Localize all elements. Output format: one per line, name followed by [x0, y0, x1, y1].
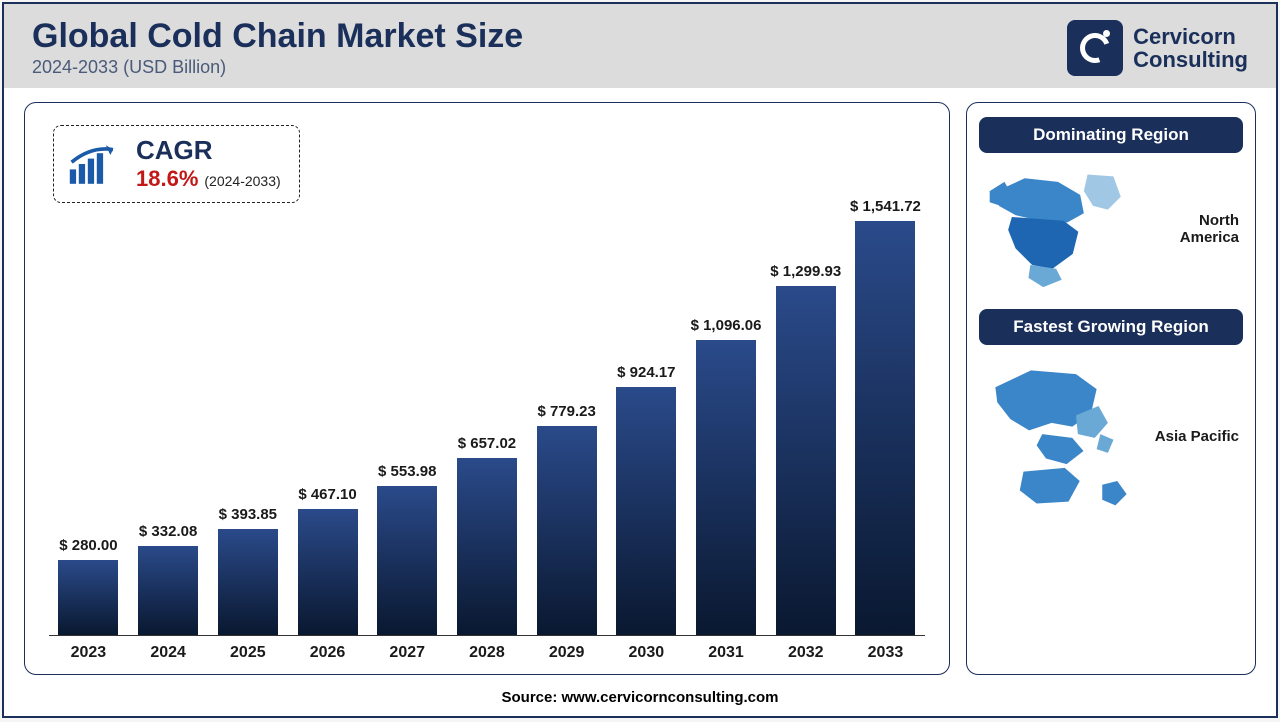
bar-value-label: $ 332.08 [139, 523, 197, 540]
bar [776, 286, 836, 635]
dominating-region-block: North America [979, 165, 1243, 297]
bar-value-label: $ 1,096.06 [691, 317, 762, 334]
source-label: Source: [501, 689, 557, 706]
bar-value-label: $ 1,299.93 [770, 263, 841, 280]
page-subtitle: 2024-2033 (USD Billion) [32, 57, 523, 78]
asia-pacific-map-icon [983, 361, 1138, 511]
title-block: Global Cold Chain Market Size 2024-2033 … [32, 18, 523, 78]
x-axis-label: 2027 [368, 644, 447, 662]
bar-col: $ 467.10 [288, 486, 367, 635]
bar-col: $ 332.08 [129, 523, 208, 635]
bar-value-label: $ 779.23 [537, 403, 595, 420]
bar [457, 458, 517, 635]
north-america-map-icon [983, 169, 1133, 289]
bar [298, 509, 358, 635]
fastest-region-block: Asia Pacific [979, 357, 1243, 519]
bar-col: $ 280.00 [49, 537, 128, 635]
brand-line-2: Consulting [1133, 48, 1248, 71]
source-text: www.cervicornconsulting.com [562, 689, 779, 706]
bar-col: $ 657.02 [448, 435, 527, 635]
bar [855, 221, 915, 635]
bar [58, 560, 118, 635]
bar-value-label: $ 280.00 [59, 537, 117, 554]
bar-col: $ 924.17 [607, 364, 686, 635]
bar [616, 387, 676, 635]
x-axis-label: 2033 [846, 644, 925, 662]
x-axis-label: 2024 [129, 644, 208, 662]
x-axis-label: 2026 [288, 644, 367, 662]
bar-value-label: $ 657.02 [458, 435, 516, 452]
x-axis-label: 2029 [527, 644, 606, 662]
bar-col: $ 779.23 [527, 403, 606, 635]
x-axis-label: 2025 [208, 644, 287, 662]
x-axis-label: 2028 [448, 644, 527, 662]
bar-value-label: $ 924.17 [617, 364, 675, 381]
bar [537, 426, 597, 635]
brand-line-1: Cervicorn [1133, 25, 1248, 48]
report-frame: Global Cold Chain Market Size 2024-2033 … [2, 2, 1278, 718]
brand-logo: Cervicorn Consulting [1067, 20, 1248, 76]
bar-value-label: $ 393.85 [219, 506, 277, 523]
bar-value-label: $ 1,541.72 [850, 198, 921, 215]
x-axis-label: 2031 [687, 644, 766, 662]
bar [696, 340, 756, 635]
bar-col: $ 1,541.72 [846, 198, 925, 635]
source-line: Source: www.cervicornconsulting.com [4, 683, 1276, 716]
x-axis-labels: 2023202420252026202720282029203020312032… [43, 636, 931, 662]
bar-col: $ 553.98 [368, 463, 447, 635]
fastest-region-heading: Fastest Growing Region [979, 309, 1243, 345]
bar-col: $ 393.85 [208, 506, 287, 635]
regions-panel: Dominating Region North America Fastest … [966, 102, 1256, 675]
dominating-region-name: North America [1141, 212, 1239, 246]
x-axis-label: 2023 [49, 644, 128, 662]
content-row: CAGR 18.6% (2024-2033) $ 280.00$ 332.08$… [4, 88, 1276, 683]
bar [138, 546, 198, 635]
x-axis-label: 2032 [766, 644, 845, 662]
brand-mark-icon [1067, 20, 1123, 76]
bar-value-label: $ 467.10 [298, 486, 356, 503]
header: Global Cold Chain Market Size 2024-2033 … [4, 4, 1276, 88]
brand-name: Cervicorn Consulting [1133, 25, 1248, 71]
bar-col: $ 1,096.06 [687, 317, 766, 635]
x-axis-label: 2030 [607, 644, 686, 662]
page-title: Global Cold Chain Market Size [32, 18, 523, 55]
bar-col: $ 1,299.93 [766, 263, 845, 635]
fastest-region-name: Asia Pacific [1155, 428, 1239, 445]
bar [218, 529, 278, 635]
dominating-region-heading: Dominating Region [979, 117, 1243, 153]
bar [377, 486, 437, 635]
bar-value-label: $ 553.98 [378, 463, 436, 480]
chart-panel: CAGR 18.6% (2024-2033) $ 280.00$ 332.08$… [24, 102, 950, 675]
bar-chart: $ 280.00 $ 332.08 $ 393.85 $ 467.10 $ 553.98… [43, 123, 931, 635]
